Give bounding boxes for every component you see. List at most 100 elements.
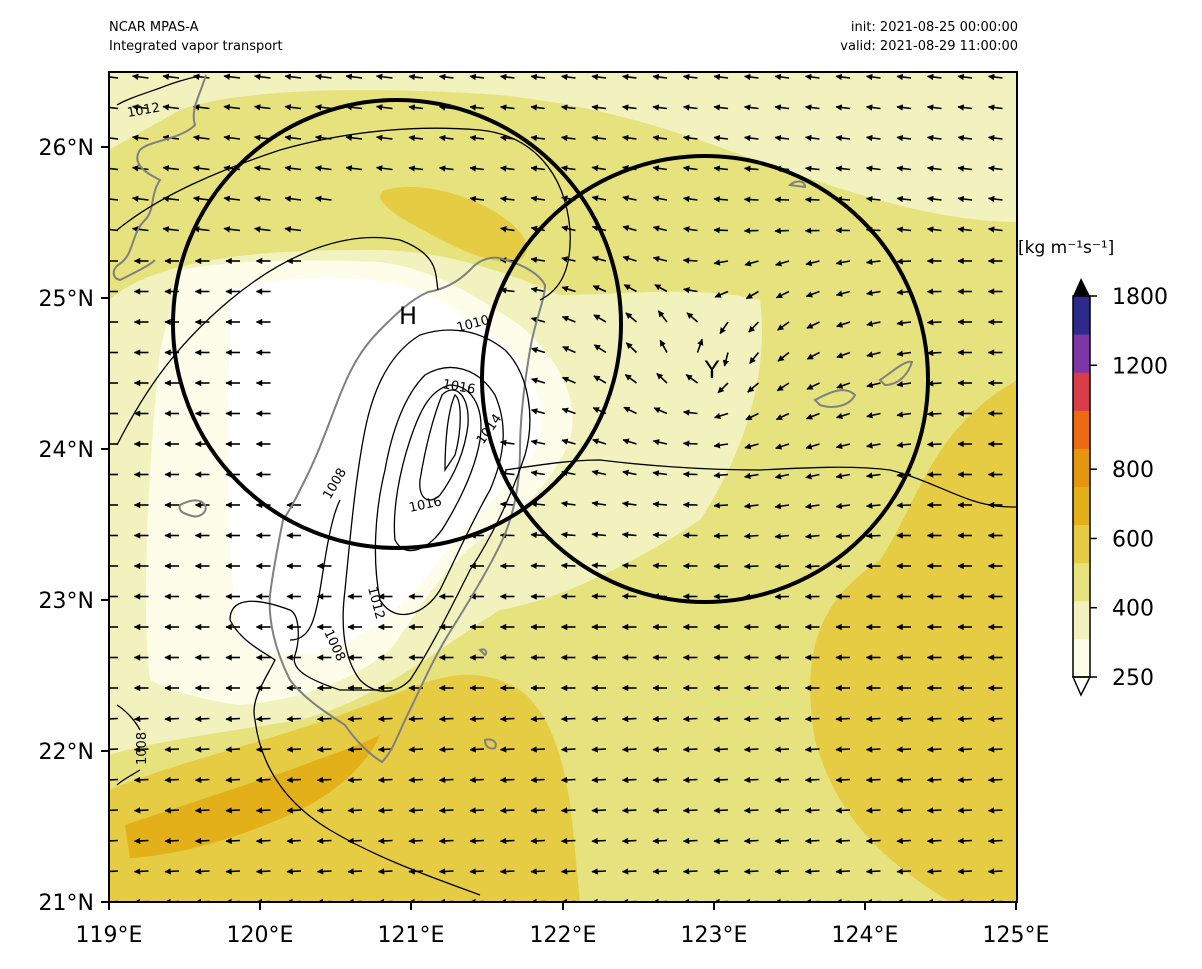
ivt-arrow — [652, 134, 668, 142]
ivt-arrow — [896, 471, 912, 479]
ivt-arrow — [743, 837, 759, 845]
ivt-arrow — [896, 502, 912, 509]
ivt-arrow — [194, 746, 210, 753]
ivt-arrow — [713, 412, 729, 419]
ivt-arrow — [621, 500, 637, 508]
ivt-arrow — [377, 837, 393, 845]
ivt-arrow — [284, 195, 302, 202]
ivt-arrow — [804, 776, 820, 784]
ivt-arrow — [713, 532, 729, 539]
ivt-arrow — [713, 442, 729, 449]
ivt-arrow — [561, 438, 576, 445]
colorbar-tick-label: 1200 — [1112, 354, 1168, 379]
ivt-arrow — [469, 165, 485, 172]
ivt-arrow — [957, 837, 973, 845]
ivt-arrow — [896, 441, 912, 449]
ivt-arrow — [499, 104, 515, 111]
ivt-arrow — [530, 807, 546, 814]
ivt-arrow — [225, 776, 241, 784]
ivt-arrow — [225, 868, 241, 875]
ivt-arrow — [896, 746, 912, 753]
ivt-arrow — [683, 226, 698, 233]
ivt-arrow — [499, 746, 515, 753]
ivt-arrow — [774, 868, 790, 875]
ivt-arrow — [133, 746, 149, 753]
ivt-arrow — [713, 776, 729, 784]
ivt-arrow — [255, 715, 271, 723]
ivt-arrow — [314, 73, 332, 80]
ivt-arrow — [652, 470, 668, 477]
ivt-arrow — [591, 73, 607, 81]
ivt-arrow — [621, 134, 637, 142]
ivt-arrow — [591, 868, 607, 875]
ivt-arrow — [836, 321, 851, 328]
ivt-arrow — [194, 776, 210, 784]
x-tick-labels: 119°E 120°E 121°E 122°E 123°E 124°E 125°… — [76, 923, 1050, 948]
ivt-arrow — [656, 372, 668, 384]
colorbar-extend-high — [1073, 278, 1090, 296]
ivt-arrow — [926, 868, 942, 875]
ivt-arrow — [253, 104, 271, 111]
ivt-arrow — [652, 715, 668, 723]
ivt-arrow — [682, 837, 698, 845]
ivt-arrow — [682, 134, 698, 142]
ivt-arrow — [162, 73, 180, 80]
header-right: init: 2021-08-25 00:00:00 valid: 2021-08… — [700, 18, 1018, 56]
ivt-arrow — [896, 411, 912, 418]
ivt-arrow — [591, 104, 607, 111]
ivt-arrow — [469, 715, 485, 723]
ivt-arrow — [652, 531, 668, 539]
ivt-arrow — [743, 134, 759, 142]
ivt-arrow — [591, 255, 607, 262]
ivt-arrow — [682, 746, 698, 753]
ivt-arrow — [253, 195, 271, 202]
ivt-arrow — [896, 319, 912, 327]
ivt-arrow — [591, 715, 607, 723]
ivt-arrow — [438, 715, 454, 723]
ivt-arrow — [836, 382, 851, 389]
ivt-arrow — [777, 321, 790, 331]
ivt-field-pale-north — [109, 72, 1017, 222]
ivt-arrow — [591, 195, 607, 202]
contour-1010-east — [504, 459, 1017, 508]
ivt-arrow — [286, 807, 302, 814]
ivt-arrow — [777, 351, 790, 362]
ivt-arrow — [652, 195, 668, 202]
ivt-arrow — [744, 443, 759, 450]
ivt-arrow — [530, 195, 546, 202]
ivt-arrow — [804, 837, 820, 845]
ivt-arrow — [621, 531, 637, 538]
ivt-arrow — [438, 165, 454, 172]
colorbar-unit: [kg m⁻¹s⁻¹] — [1018, 238, 1115, 258]
ivt-arrow — [835, 290, 851, 297]
contour-1008-sw — [116, 704, 141, 786]
ivt-arrow — [926, 715, 942, 723]
ivt-arrow — [162, 165, 180, 172]
ivt-arrow — [805, 412, 820, 420]
ivt-arrow — [682, 807, 698, 814]
ivt-arrow — [469, 807, 485, 814]
ivt-arrow — [747, 382, 760, 393]
ivt-arrow — [162, 226, 180, 233]
ivt-arrow — [865, 134, 881, 142]
ivt-arrow — [743, 868, 759, 875]
ivt-arrow — [866, 320, 881, 327]
field-name: Integrated vapor transport — [109, 39, 283, 54]
ivt-arrow — [926, 837, 942, 845]
ivt-arrow — [530, 165, 546, 172]
ivt-arrow — [835, 532, 851, 540]
ivt-arrow — [652, 501, 668, 508]
ivt-arrow — [926, 746, 942, 753]
ivt-arrow — [743, 563, 759, 570]
ivt-arrow — [865, 807, 881, 814]
ivt-arrow — [621, 807, 637, 814]
colorbar-segment — [1073, 600, 1090, 640]
ivt-arrow — [804, 807, 820, 814]
ivt-arrow — [652, 104, 668, 111]
coastlines — [112, 74, 914, 764]
ivt-arrow — [657, 310, 668, 323]
ivt-arrow — [593, 344, 607, 354]
ivt-arrow — [804, 746, 820, 753]
ivt-arrow — [286, 715, 302, 723]
ivt-arrow — [591, 837, 607, 845]
